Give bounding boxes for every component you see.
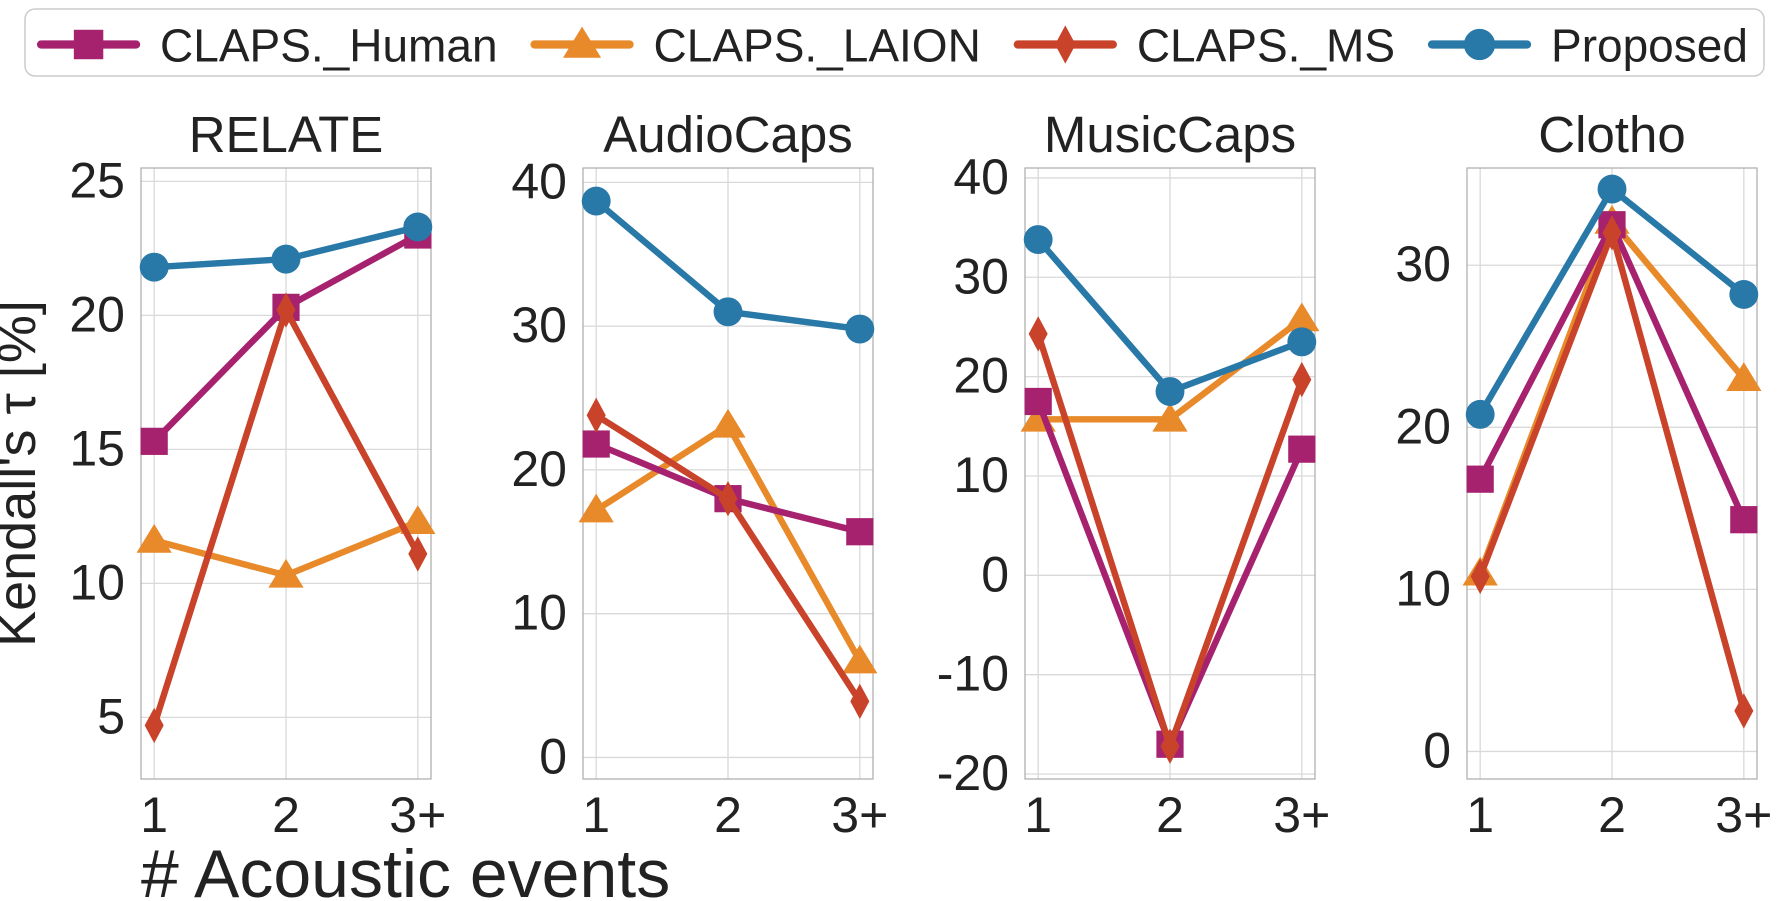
svg-text:-10: -10 [937,646,1009,702]
svg-text:1: 1 [582,787,610,843]
svg-text:30: 30 [953,248,1009,304]
svg-text:1: 1 [1466,787,1494,843]
svg-text:0: 0 [981,546,1009,602]
svg-text:0: 0 [1423,722,1451,778]
svg-text:20: 20 [69,286,125,342]
svg-text:CLAPS._MS: CLAPS._MS [1137,20,1395,72]
svg-text:Clotho: Clotho [1538,106,1685,163]
svg-text:40: 40 [511,153,567,209]
svg-text:30: 30 [511,297,567,353]
svg-text:3+: 3+ [389,787,446,843]
svg-text:30: 30 [1395,236,1451,292]
svg-text:10: 10 [511,585,567,641]
svg-text:2: 2 [1156,787,1184,843]
svg-text:20: 20 [511,441,567,497]
svg-text:20: 20 [1395,398,1451,454]
svg-text:2: 2 [714,787,742,843]
svg-text:MusicCaps: MusicCaps [1044,106,1296,163]
svg-text:Proposed: Proposed [1551,20,1748,72]
svg-text:2: 2 [1598,787,1626,843]
svg-text:-20: -20 [937,745,1009,801]
svg-text:1: 1 [140,787,168,843]
svg-text:CLAPS._Human: CLAPS._Human [160,20,498,72]
svg-text:3+: 3+ [1715,787,1772,843]
svg-text:40: 40 [953,149,1009,205]
svg-text:1: 1 [1024,787,1052,843]
svg-text:2: 2 [272,787,300,843]
svg-text:3+: 3+ [831,787,888,843]
svg-text:0: 0 [539,728,567,784]
svg-text:10: 10 [69,554,125,610]
svg-text:CLAPS._LAION: CLAPS._LAION [654,20,981,72]
svg-text:25: 25 [69,152,125,208]
svg-text:10: 10 [1395,560,1451,616]
svg-text:# Acoustic events: # Acoustic events [141,836,670,901]
svg-text:5: 5 [97,688,125,744]
svg-text:Kendall's τ [%]: Kendall's τ [%] [0,300,47,647]
svg-text:3+: 3+ [1273,787,1330,843]
svg-text:RELATE: RELATE [189,106,384,163]
svg-text:15: 15 [69,420,125,476]
svg-text:20: 20 [953,348,1009,404]
svg-text:AudioCaps: AudioCaps [603,106,853,163]
svg-text:10: 10 [953,447,1009,503]
